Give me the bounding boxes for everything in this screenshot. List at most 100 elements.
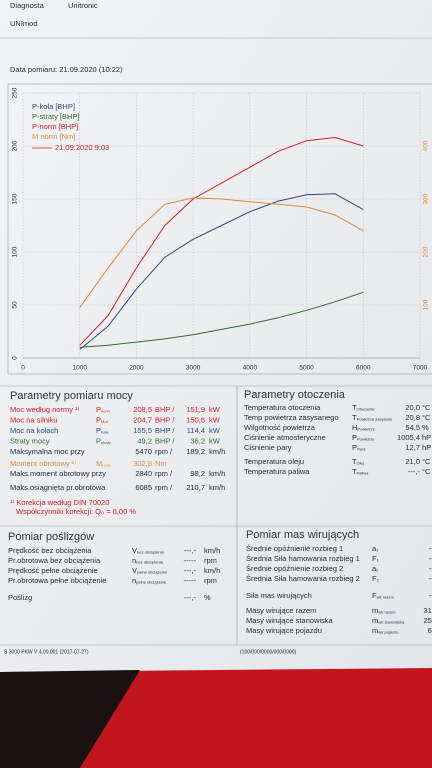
brand: UNImod <box>10 19 38 28</box>
row-value: 208,5 <box>133 405 152 414</box>
symbol: TPowietrze zasysane <box>352 413 393 422</box>
symbol-main: P <box>96 415 101 424</box>
symbol-sub: Otoczenie <box>357 407 376 412</box>
symbol-main: F <box>372 574 377 583</box>
row-unit: kW <box>209 426 221 435</box>
row-label: Maks.moment obrotowy przy <box>10 469 106 478</box>
row-value: 36,2 <box>190 436 205 445</box>
y2-tick-label: 300 <box>423 193 430 204</box>
y-tick-label: 100 <box>12 246 19 257</box>
footer-text: (100/000/0000/000/0000) <box>240 649 296 655</box>
symbol-main: m <box>372 606 378 615</box>
symbol-sub: norm <box>101 409 111 414</box>
symbol-sub: bez obciążenia <box>136 560 163 565</box>
symbol-sub: Powietrze zasysane <box>357 417 393 422</box>
section-title: Parametry otoczenia <box>244 389 346 401</box>
footer-text: S 3000 PKW V 4.00.001 (2017-07-27) <box>4 649 89 655</box>
row-value: 151,9 <box>186 405 205 414</box>
row-label: Temp powietrza zasysanego <box>244 413 339 422</box>
row-unit: rpm / <box>155 469 173 478</box>
symbol-sub: pełne obciążenie <box>136 580 167 585</box>
symbol: Vbez obciążenia <box>132 546 164 555</box>
row-label: Wilgotność powietrza <box>244 423 316 432</box>
row-label: Temperatura otoczenia <box>244 403 321 412</box>
row-unit: rpm / <box>155 483 173 492</box>
row-value: 204,7 <box>133 415 152 424</box>
symbol: Mnorm <box>96 459 112 468</box>
row-label: Straty mocy <box>10 436 50 445</box>
row-label: Moc na kołach <box>10 426 58 435</box>
paper <box>0 0 432 680</box>
row-label: Moment obrotowy ¹⁾ <box>10 459 76 468</box>
row-unit: km/h <box>204 566 220 575</box>
section-title: Parametry pomiaru mocy <box>10 390 133 402</box>
row-value: ---,- <box>184 593 197 602</box>
row-label: Ciśnienie pary <box>244 443 292 452</box>
symbol: TOtoczenie <box>352 403 375 412</box>
symbol-main: V <box>132 566 137 575</box>
row-label: Poślizg <box>8 593 32 602</box>
y-tick-label: 0 <box>12 356 19 360</box>
x-tick-label: 6000 <box>356 365 371 372</box>
row-value: 20,8 <box>405 413 420 422</box>
row-label: Średnia Siła hamowania rozbieg 2 <box>246 574 360 583</box>
symbol-main: n <box>132 556 136 565</box>
chart-frame <box>7 83 432 375</box>
symbol-main: a <box>372 544 377 553</box>
row-value: 150,6 <box>186 415 205 424</box>
note: Współczynniki korekcji: Q₀ = 0,00 % <box>16 507 136 516</box>
legend-label: P-norm [BHP] <box>32 122 78 131</box>
legend-label: P-koła [BHP] <box>32 102 75 111</box>
symbol-sub: Mot <box>101 419 109 424</box>
row-value: 155,5 <box>133 426 152 435</box>
symbol-main: n <box>132 576 136 585</box>
y-tick-label: 150 <box>12 193 19 204</box>
row-label: Średnie opóźnienie rozbieg 1 <box>246 544 343 553</box>
x-tick-label: 4000 <box>243 365 258 372</box>
symbol-sub: Para <box>357 447 366 452</box>
symbol: Fwir razem <box>372 591 395 600</box>
symbol: TPaliwa <box>352 467 369 476</box>
y-tick-label: 200 <box>12 140 19 151</box>
row-value: 114,4 <box>187 426 205 435</box>
row-value: 210,7 <box>186 483 205 492</box>
symbol: Vpełne obciążenie <box>132 566 168 575</box>
row-unit: rpm <box>204 556 217 565</box>
x-tick-label: 3000 <box>186 365 201 372</box>
x-tick-label: 1000 <box>72 365 87 372</box>
row-value: 21,0 <box>405 457 420 466</box>
x-tick-label: 0 <box>21 365 25 372</box>
symbol-sub: norm <box>102 463 112 468</box>
legend-label: M norm [Nm] <box>32 132 75 141</box>
symbol-main: P <box>96 426 101 435</box>
row-unit: °C <box>422 403 431 412</box>
symbol-main: P <box>352 433 357 442</box>
y2-tick-label: 400 <box>423 140 430 151</box>
symbol-sub: wir razem <box>377 595 395 600</box>
x-tick-label: 5000 <box>299 365 314 372</box>
row-value: ---,- <box>184 546 197 555</box>
section-title: Pomiar mas wirujących <box>246 529 359 541</box>
row-value: 20,0 <box>405 403 420 412</box>
row-label: Prędkość bez obciążenia <box>8 546 92 555</box>
row-unit: km/h <box>209 469 225 478</box>
symbol-main: a <box>372 564 377 573</box>
row-value: --- <box>429 591 432 600</box>
symbol: a1 <box>372 544 379 553</box>
row-label: Średnie opóźnienie rozbieg 2 <box>246 564 343 573</box>
y2-tick-label: 100 <box>423 299 430 310</box>
symbol-sub: 1 <box>377 558 380 563</box>
row-value: 310 <box>423 606 432 615</box>
row-unit: °C <box>422 413 431 422</box>
symbol-sub: Powietrze <box>357 427 375 432</box>
symbol: Pnorm <box>96 405 111 414</box>
symbol-main: m <box>372 626 378 635</box>
row-label: Moc na silniku <box>10 415 58 424</box>
row-unit: °C <box>422 467 431 476</box>
symbol: Pkoła <box>96 426 109 435</box>
row-label: Siła mas wirujących <box>246 591 312 600</box>
row-label: Masy wirujące stanowiska <box>246 616 334 625</box>
series-line <box>79 197 364 308</box>
